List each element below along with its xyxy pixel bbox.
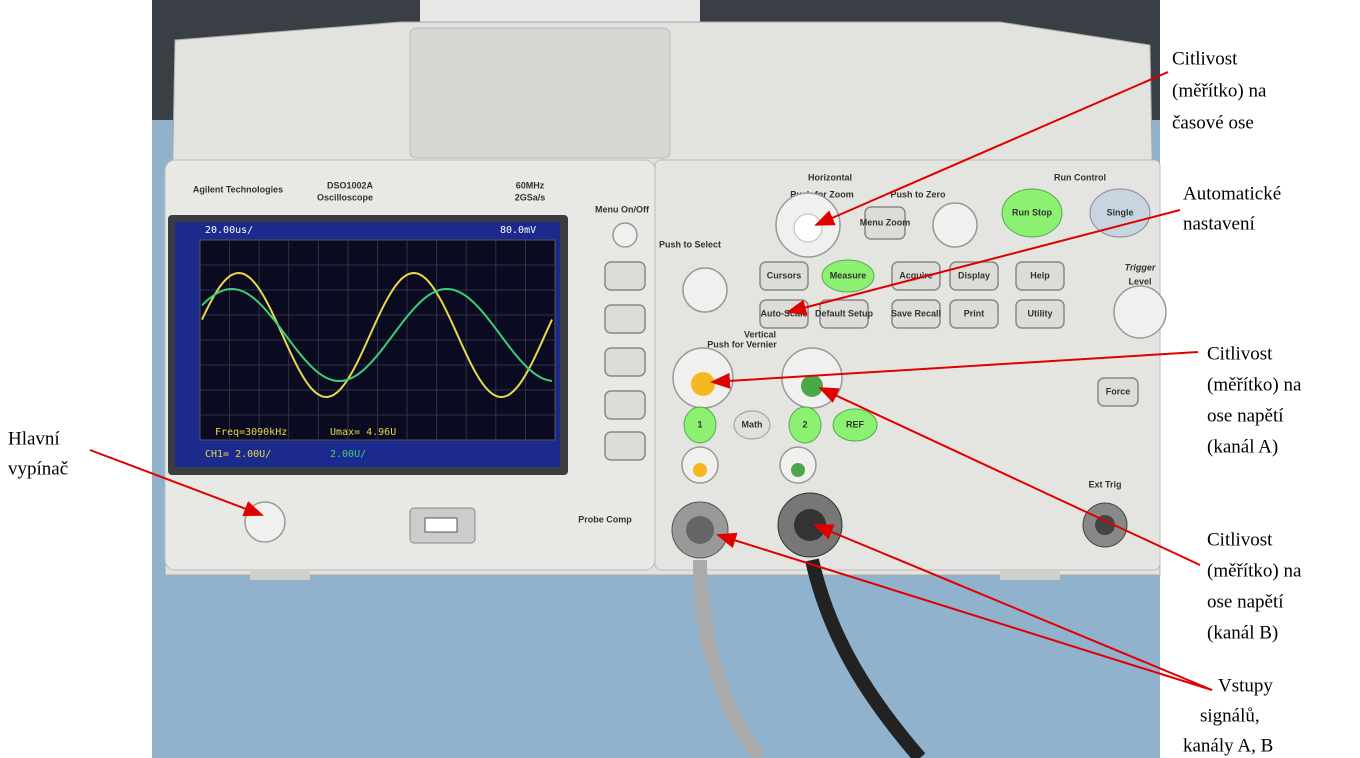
- trigger-level: 80.0mV: [500, 225, 536, 236]
- menu-zoom: Menu Zoom: [860, 217, 911, 227]
- arrow: [813, 524, 1213, 691]
- math: Math: [742, 419, 763, 429]
- annotation-line: vypínač: [8, 458, 68, 479]
- arrow: [786, 209, 1181, 316]
- brand: Agilent Technologies: [193, 184, 283, 194]
- annotation-line: Vstupy: [1218, 675, 1273, 696]
- sample-rate: 2GSa/s: [515, 192, 546, 202]
- softkeys: Probe Comp: [244, 222, 646, 544]
- vertical-label: Vertical: [744, 329, 776, 339]
- power-button: [244, 501, 286, 543]
- wave-ch1: [201, 271, 553, 399]
- push-zoom: Push for Zoom: [790, 189, 854, 199]
- annotation-line: Automatické: [1183, 183, 1281, 204]
- umax: Umax= 4.96U: [330, 427, 396, 438]
- annotation-line: Citlivost: [1207, 529, 1273, 550]
- annotation-line: časové ose: [1172, 112, 1254, 133]
- annotation-line: (kanál A): [1207, 436, 1278, 457]
- force: Force: [1106, 386, 1131, 396]
- auto-scale: Auto-Scale: [760, 308, 807, 318]
- callout-arrows: [89, 71, 1213, 691]
- help: Help: [1030, 270, 1050, 280]
- ch2-button: 2: [802, 419, 807, 429]
- annotation-line: signálů,: [1200, 705, 1260, 726]
- cable-a: [693, 559, 766, 758]
- timebase: 20.00us/: [205, 225, 253, 236]
- annotation-line: (měřítko) na: [1172, 80, 1267, 101]
- probe-comp: Probe Comp: [578, 514, 632, 524]
- arrow: [710, 351, 1199, 389]
- trigger-label: Trigger: [1125, 262, 1156, 272]
- annotation-line: Citlivost: [1172, 48, 1238, 69]
- screen: 20.00us/ 80.0mV Freq=3090kHz Umax= 4.96U…: [168, 215, 568, 475]
- print: Print: [964, 308, 985, 318]
- save-recall: Save Recall: [891, 308, 941, 318]
- cable-b: [805, 558, 926, 758]
- annotation-line: Hlavní: [8, 428, 60, 449]
- annotation-line: nastavení: [1183, 213, 1255, 234]
- measure: Measure: [830, 270, 867, 280]
- annotation-line: kanály A, B: [1183, 735, 1273, 756]
- ext-trig-label: Ext Trig: [1088, 479, 1121, 489]
- arrow: [814, 71, 1169, 226]
- ch1-scale: CH1= 2.00U/: [205, 449, 271, 460]
- annotation-line: ose napětí: [1207, 591, 1284, 612]
- level-label: Level: [1128, 276, 1151, 286]
- default-setup: Default Setup: [815, 308, 874, 318]
- utility: Utility: [1027, 308, 1052, 318]
- device-labels: Agilent Technologies DSO1002A Oscillosco…: [193, 180, 650, 214]
- model: DSO1002A: [327, 180, 374, 190]
- arrow: [818, 387, 1201, 566]
- bandwidth: 60MHz: [516, 180, 545, 190]
- model-sub: Oscilloscope: [317, 192, 373, 202]
- run-control-label: Run Control: [1054, 172, 1106, 182]
- annotations: Citlivost (měřítko) na časové ose Automatic…: [8, 48, 1302, 756]
- single: Single: [1106, 207, 1133, 217]
- menu-label: Menu On/Off: [595, 204, 650, 214]
- push-vernier: Push for Vernier: [707, 339, 777, 349]
- annotation-line: (měřítko) na: [1207, 374, 1302, 395]
- annotation-line: ose napětí: [1207, 405, 1284, 426]
- annotation-line: (měřítko) na: [1207, 560, 1302, 581]
- freq: Freq=3090kHz: [215, 427, 287, 438]
- ch1-button: 1: [697, 419, 702, 429]
- push-zero: Push to Zero: [890, 189, 946, 199]
- arrow: [716, 532, 1213, 691]
- wave-ch2: [201, 287, 553, 382]
- ch2-scale: 2.00U/: [330, 449, 366, 460]
- display: Display: [958, 270, 990, 280]
- annotation-line: (kanál B): [1207, 622, 1278, 643]
- run-stop: Run Stop: [1012, 207, 1052, 217]
- acquire: Acquire: [899, 270, 933, 280]
- push-select: Push to Select: [659, 239, 721, 249]
- arrow: [89, 449, 264, 517]
- ref: REF: [846, 419, 865, 429]
- horizontal-label: Horizontal: [808, 172, 852, 182]
- annotation-line: Citlivost: [1207, 343, 1273, 364]
- cursors: Cursors: [767, 270, 802, 280]
